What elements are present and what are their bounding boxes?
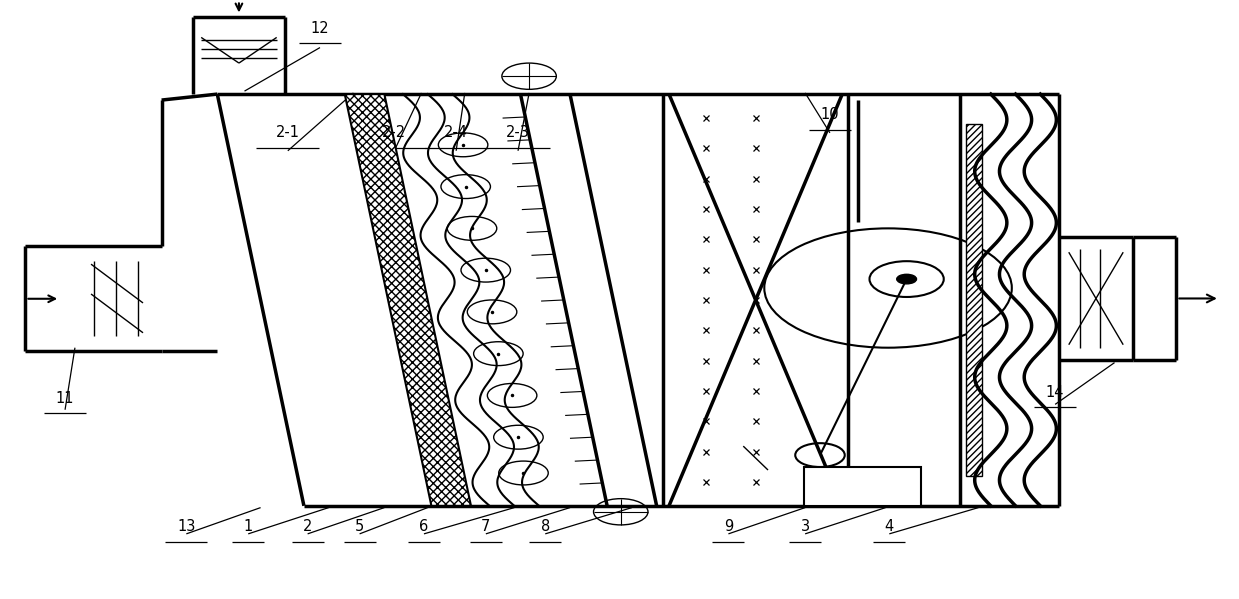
Text: 2: 2	[302, 519, 312, 534]
Text: 12: 12	[311, 20, 330, 35]
Text: 1: 1	[244, 519, 253, 534]
Text: 2-4: 2-4	[444, 125, 468, 140]
Bar	[804, 467, 922, 506]
Text: 5: 5	[356, 519, 364, 534]
Text: 2-1: 2-1	[276, 125, 300, 140]
Polygon shape	[344, 94, 471, 506]
Text: 3: 3	[800, 519, 810, 534]
Text: 2-2: 2-2	[382, 125, 406, 140]
Text: 10: 10	[820, 107, 839, 122]
Text: 4: 4	[885, 519, 893, 534]
Text: 11: 11	[56, 391, 74, 406]
Text: 9: 9	[724, 519, 733, 534]
Text: 2-3: 2-3	[506, 125, 530, 140]
Text: 13: 13	[177, 519, 196, 534]
Text: 8: 8	[540, 519, 550, 534]
Text: 7: 7	[481, 519, 491, 534]
Text: 6: 6	[419, 519, 429, 534]
Polygon shape	[966, 124, 983, 476]
Circle shape	[897, 274, 917, 284]
Text: 14: 14	[1046, 385, 1064, 400]
